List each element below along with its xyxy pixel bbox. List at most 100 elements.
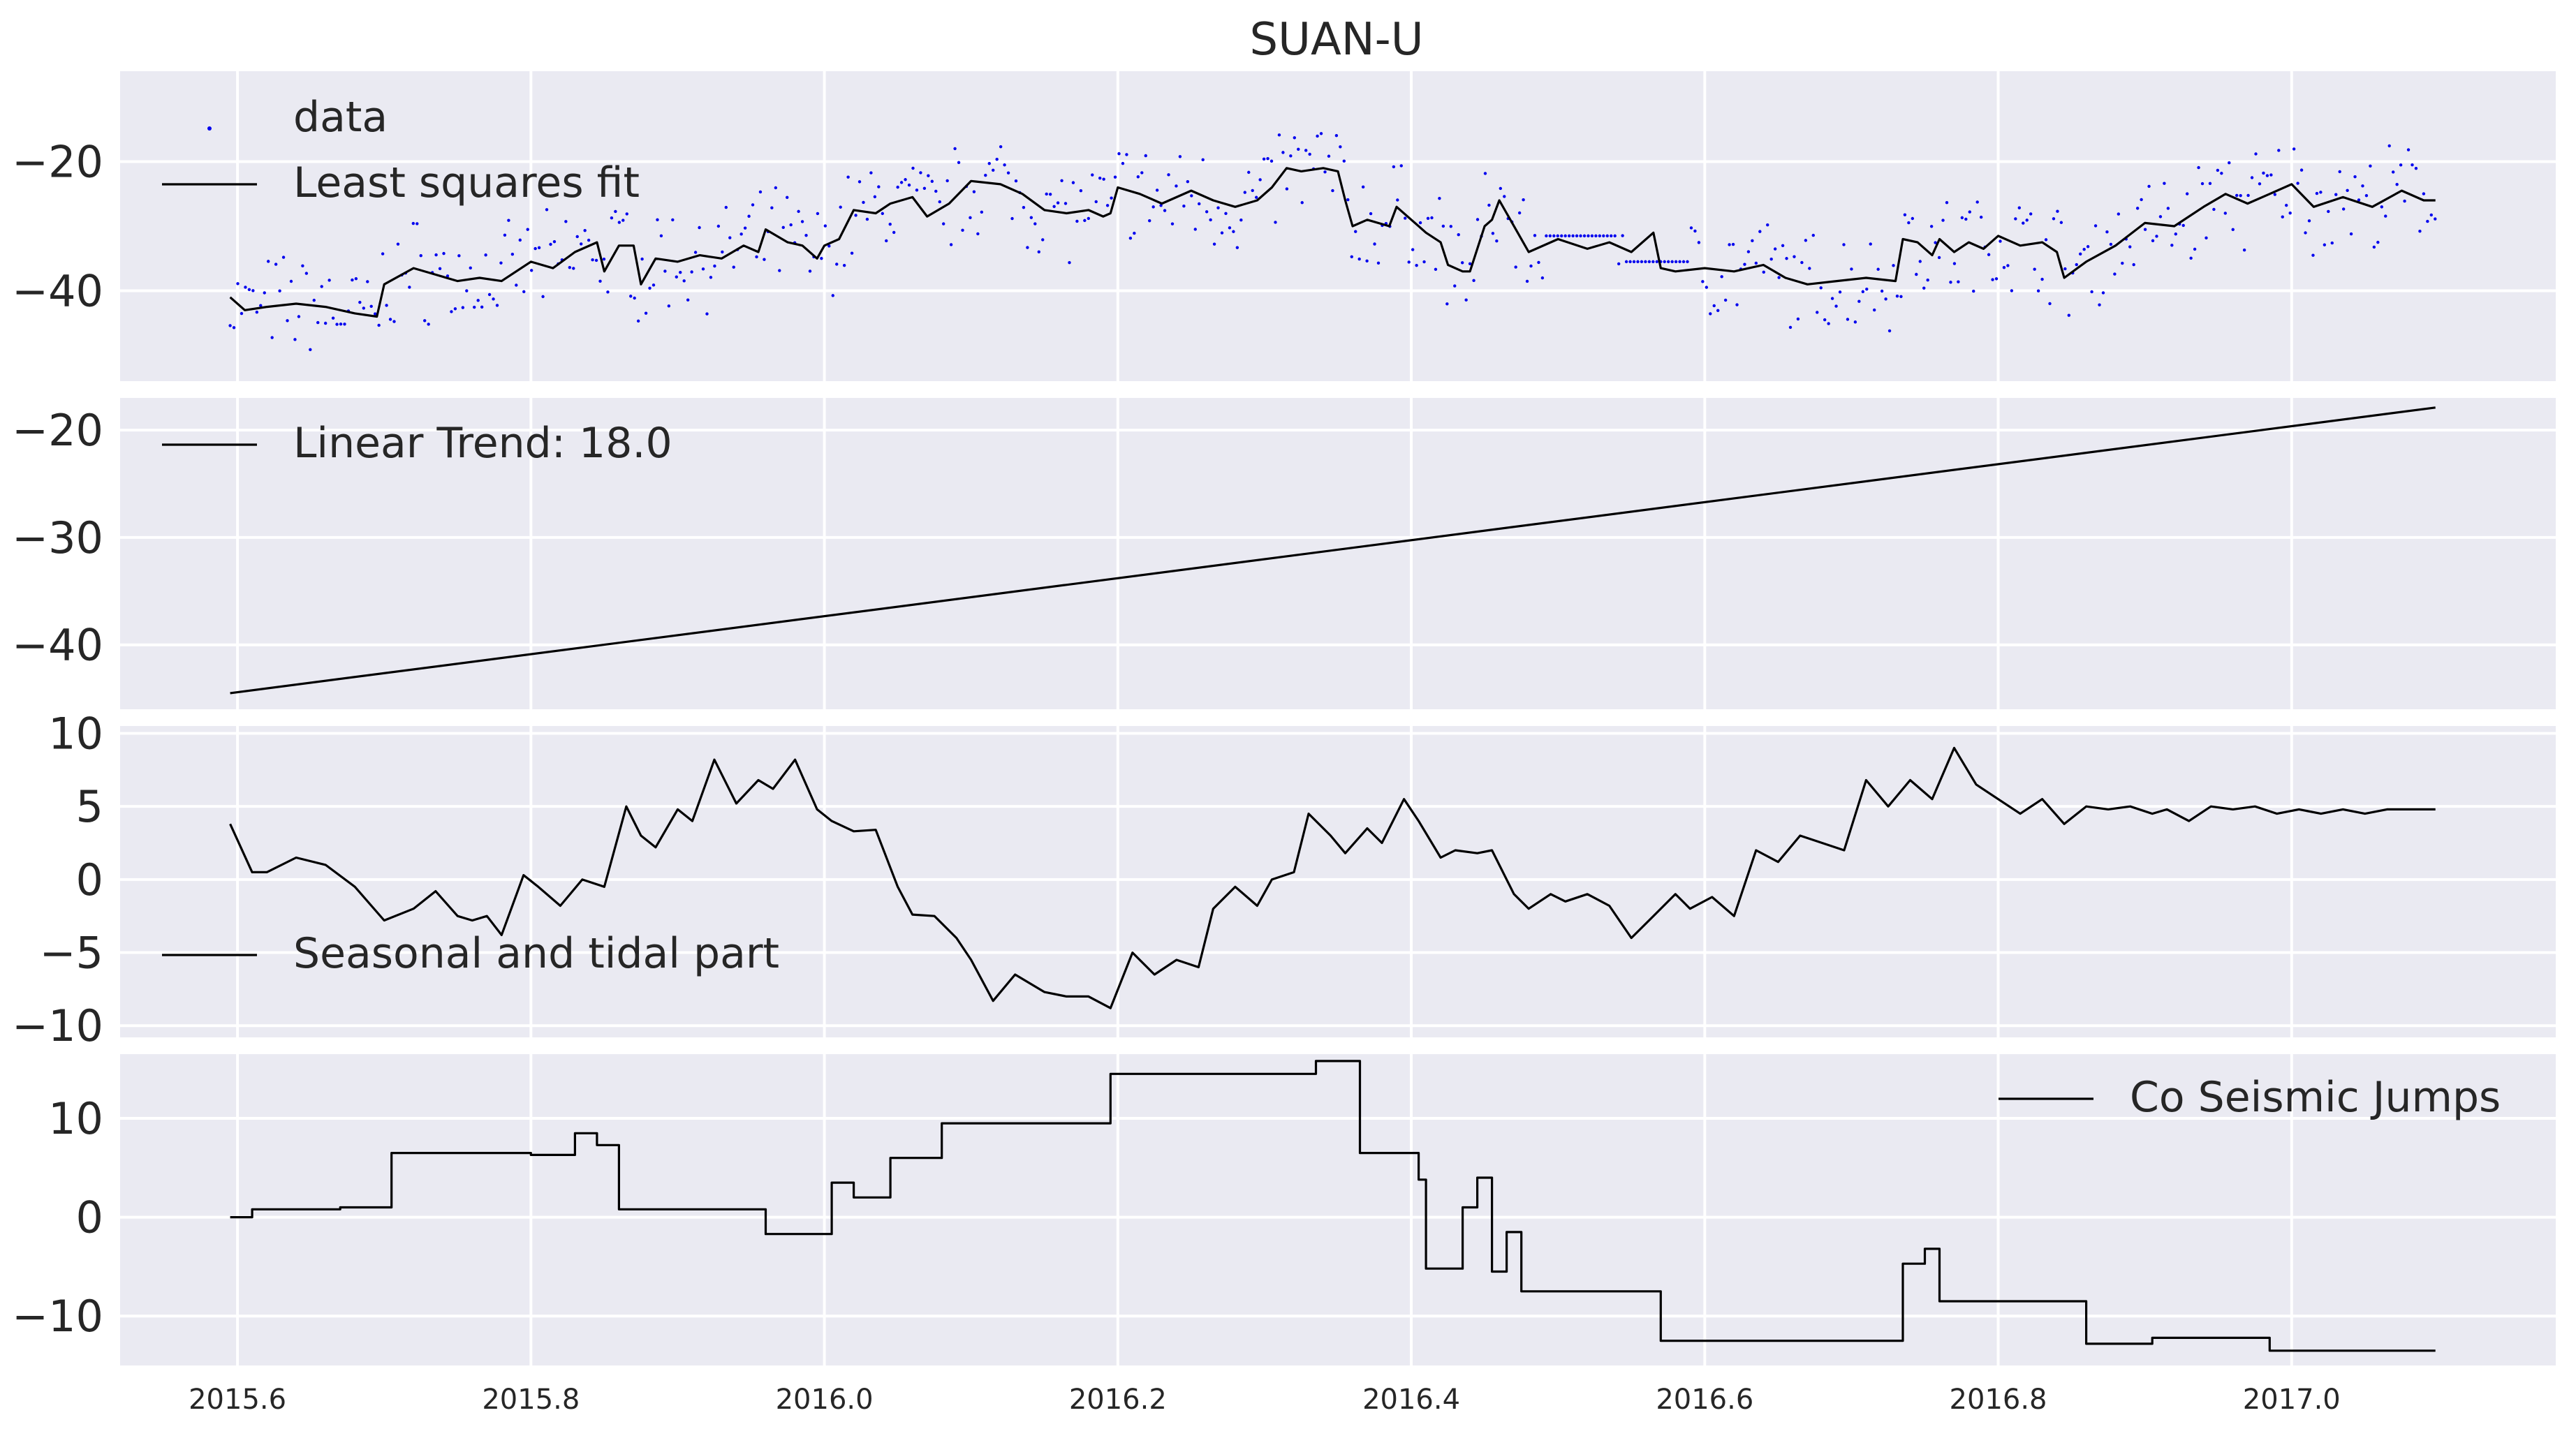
data-point xyxy=(1735,303,1739,306)
data-point xyxy=(1075,219,1079,223)
data-point xyxy=(1602,234,1605,238)
data-point xyxy=(976,232,980,236)
legend-label: Linear Trend: 18.0 xyxy=(293,419,672,468)
data-point xyxy=(1907,221,1911,225)
data-point xyxy=(1170,222,1175,225)
data-point xyxy=(1952,262,1957,265)
data-point xyxy=(854,214,858,217)
data-point xyxy=(1392,165,1396,169)
data-point xyxy=(2205,236,2208,239)
data-point xyxy=(480,305,484,309)
data-point xyxy=(358,300,362,304)
data-point xyxy=(450,310,453,313)
data-point xyxy=(2327,209,2330,214)
data-point xyxy=(899,181,904,184)
data-point xyxy=(1754,261,1758,265)
data-point xyxy=(2426,219,2429,223)
data-point xyxy=(2296,182,2299,185)
data-point xyxy=(1922,286,1926,290)
data-point xyxy=(2101,291,2105,295)
data-point xyxy=(1499,186,1503,191)
data-point xyxy=(934,189,938,193)
data-point xyxy=(1056,201,1060,205)
data-point xyxy=(1762,270,1765,274)
data-point xyxy=(1842,243,1846,246)
series-line xyxy=(229,746,2436,1009)
data-point xyxy=(2250,176,2254,179)
data-point xyxy=(1808,267,1811,270)
data-point xyxy=(1655,260,1659,264)
data-point xyxy=(1128,237,1133,240)
data-point xyxy=(2315,191,2319,195)
data-point xyxy=(1285,187,1289,191)
series-line xyxy=(230,406,2436,695)
data-point xyxy=(286,319,289,323)
data-point xyxy=(1464,298,1468,302)
data-point xyxy=(1590,234,1594,238)
data-point xyxy=(1861,290,1865,293)
data-point xyxy=(1773,247,1777,251)
data-point xyxy=(1624,260,1628,264)
plot-background xyxy=(120,71,2556,381)
data-point xyxy=(579,242,583,246)
data-point xyxy=(915,188,919,192)
y-tick-label: −30 xyxy=(12,512,103,563)
data-point xyxy=(663,269,667,273)
data-point xyxy=(1445,302,1449,306)
data-point xyxy=(633,296,636,300)
data-point xyxy=(2288,212,2292,215)
data-point xyxy=(1994,277,1999,281)
data-point xyxy=(583,228,587,232)
data-point xyxy=(1316,134,1319,138)
data-point xyxy=(1876,267,1880,271)
data-point xyxy=(1777,276,1781,279)
data-point xyxy=(1686,260,1689,264)
data-point xyxy=(1911,216,1915,221)
data-point xyxy=(1873,308,1876,312)
data-point xyxy=(2242,249,2246,252)
data-point xyxy=(1587,234,1590,238)
data-point xyxy=(1830,297,1834,300)
data-point xyxy=(675,275,678,279)
data-point xyxy=(2109,242,2113,246)
data-point xyxy=(267,260,270,263)
data-point xyxy=(1121,161,1125,165)
data-point xyxy=(1102,177,1105,181)
data-point xyxy=(839,205,842,209)
data-point xyxy=(1487,203,1491,207)
data-point xyxy=(1582,234,1587,238)
legend-marker xyxy=(207,126,212,131)
data-point xyxy=(518,238,522,242)
data-point xyxy=(808,269,812,273)
data-point xyxy=(408,286,411,289)
data-point xyxy=(1167,173,1170,177)
data-point xyxy=(1884,297,1887,301)
data-point xyxy=(1709,312,1712,316)
x-tick-label: 2016.4 xyxy=(1362,1384,1460,1416)
data-point xyxy=(1887,329,1892,333)
data-point xyxy=(2048,302,2052,306)
data-point xyxy=(2143,228,2147,231)
data-point xyxy=(1186,180,1190,184)
data-point xyxy=(385,304,388,307)
data-point xyxy=(2135,207,2140,210)
data-point xyxy=(831,294,834,297)
data-point xyxy=(2117,212,2121,216)
data-point xyxy=(2056,209,2059,213)
data-point xyxy=(1934,241,1937,244)
data-point xyxy=(1269,159,1274,163)
data-point xyxy=(1148,219,1151,223)
data-point xyxy=(972,190,976,193)
x-tick-label: 2016.6 xyxy=(1656,1384,1753,1416)
legend-label: Co Seismic Jumps xyxy=(2130,1073,2501,1122)
data-point xyxy=(721,250,724,254)
data-point xyxy=(679,270,682,274)
data-point xyxy=(1594,234,1598,238)
data-point xyxy=(2022,221,2025,225)
data-point xyxy=(743,226,747,230)
data-point xyxy=(304,272,309,275)
data-point xyxy=(1247,170,1251,175)
data-point xyxy=(1045,192,1048,196)
y-tick-label: 10 xyxy=(48,708,103,759)
data-point xyxy=(244,286,247,289)
